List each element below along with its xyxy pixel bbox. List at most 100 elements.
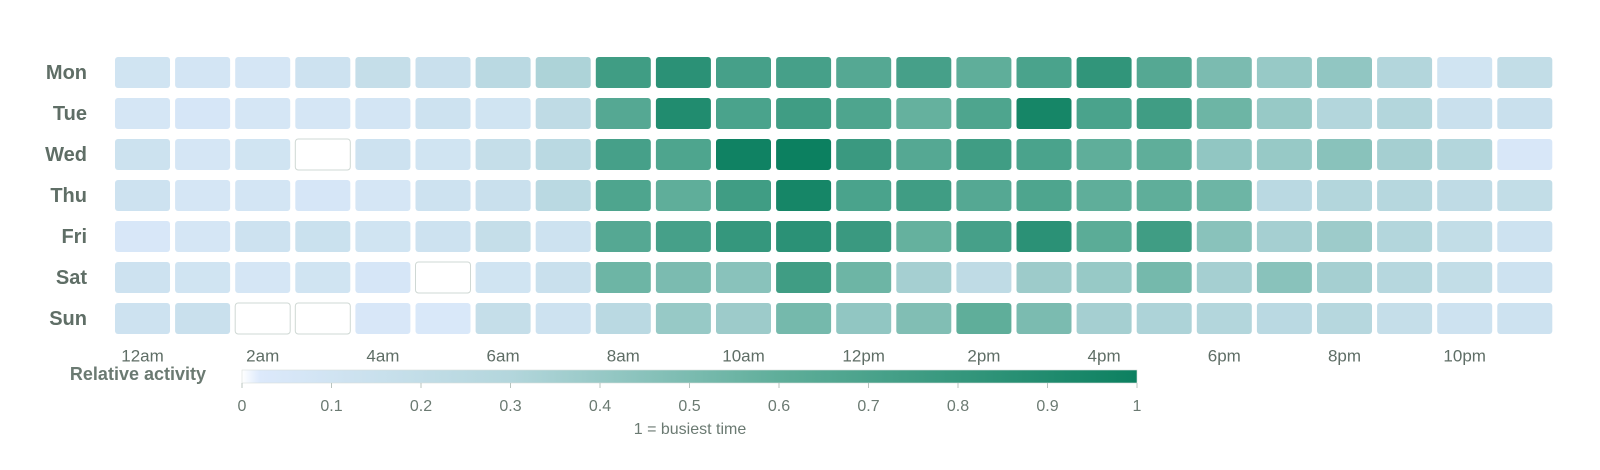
heatmap-cell bbox=[1136, 139, 1192, 170]
heatmap-cell bbox=[896, 139, 952, 170]
heatmap-cell bbox=[1256, 221, 1312, 252]
heatmap-cell bbox=[535, 57, 591, 88]
x-tick-label: 6pm bbox=[1208, 346, 1241, 365]
heatmap-cell bbox=[595, 98, 651, 129]
heatmap-cell bbox=[1016, 57, 1072, 88]
heatmap-cell bbox=[415, 303, 471, 334]
heatmap-cell bbox=[1377, 57, 1433, 88]
heatmap-cell bbox=[295, 221, 351, 252]
x-tick-label: 4pm bbox=[1088, 346, 1121, 365]
heatmap-cell bbox=[716, 180, 771, 211]
y-tick-label: Sun bbox=[49, 308, 87, 330]
heatmap-cell bbox=[535, 221, 591, 252]
heatmap-cell bbox=[1377, 221, 1433, 252]
heatmap-cell bbox=[1016, 180, 1072, 211]
heatmap-cell bbox=[355, 139, 411, 170]
heatmap-cell bbox=[235, 57, 291, 88]
heatmap-cell bbox=[1076, 180, 1132, 211]
heatmap-cell bbox=[175, 57, 231, 88]
heatmap-cell bbox=[1497, 57, 1553, 88]
heatmap-cell bbox=[295, 180, 351, 211]
heatmap-cell bbox=[115, 262, 170, 293]
heatmap-cell bbox=[1016, 98, 1072, 129]
x-tick-label: 12am bbox=[121, 346, 164, 365]
heatmap-cell bbox=[595, 303, 651, 334]
heatmap-cell bbox=[1076, 57, 1132, 88]
colorbar-tick-label: 0.5 bbox=[678, 398, 700, 415]
heatmap-cell bbox=[535, 180, 591, 211]
heatmap-cell bbox=[896, 303, 952, 334]
heatmap-cell bbox=[475, 180, 531, 211]
heatmap-cell bbox=[1497, 180, 1553, 211]
heatmap-cell bbox=[475, 221, 531, 252]
heatmap-cell bbox=[716, 221, 771, 252]
y-tick-label: Tue bbox=[53, 103, 87, 125]
heatmap-cell bbox=[716, 57, 771, 88]
heatmap-cell bbox=[1256, 262, 1312, 293]
heatmap-cell bbox=[1256, 98, 1312, 129]
heatmap-cell bbox=[1196, 221, 1252, 252]
heatmap-cell bbox=[836, 139, 892, 170]
heatmap-cell bbox=[836, 98, 892, 129]
heatmap-cell bbox=[896, 180, 952, 211]
heatmap-cell bbox=[1437, 57, 1493, 88]
heatmap-cell bbox=[1437, 139, 1493, 170]
heatmap-cell bbox=[1196, 262, 1252, 293]
heatmap-cell bbox=[1317, 262, 1372, 293]
heatmap-cell bbox=[1196, 303, 1252, 334]
heatmap-cell bbox=[1377, 262, 1433, 293]
colorbar-tick-label: 0.6 bbox=[768, 398, 790, 415]
heatmap-cell bbox=[956, 221, 1012, 252]
heatmap-cell bbox=[1437, 303, 1493, 334]
heatmap-cell bbox=[1256, 303, 1312, 334]
heatmap-cell bbox=[115, 180, 170, 211]
heatmap-cell bbox=[1497, 98, 1553, 129]
heatmap-cell bbox=[1317, 180, 1372, 211]
heatmap-cell bbox=[1196, 180, 1252, 211]
heatmap-cell bbox=[175, 262, 231, 293]
heatmap-cell bbox=[836, 57, 892, 88]
colorbar-tick-label: 0.2 bbox=[410, 398, 432, 415]
heatmap-cell bbox=[235, 221, 291, 252]
heatmap-cell bbox=[475, 98, 531, 129]
heatmap-cell bbox=[175, 180, 231, 211]
heatmap-cell bbox=[175, 221, 231, 252]
heatmap-cell bbox=[956, 180, 1012, 211]
colorbar-caption: 1 = busiest time bbox=[634, 421, 747, 438]
heatmap-cell bbox=[535, 139, 591, 170]
heatmap-cell bbox=[115, 98, 170, 129]
heatmap-cell bbox=[1196, 98, 1252, 129]
heatmap-cell bbox=[595, 180, 651, 211]
heatmap-cell bbox=[655, 221, 711, 252]
heatmap-cell bbox=[1076, 262, 1132, 293]
heatmap-cell bbox=[655, 262, 711, 293]
heatmap-cell bbox=[1377, 180, 1433, 211]
heatmap-cell bbox=[1377, 98, 1433, 129]
heatmap-cell bbox=[1016, 221, 1072, 252]
heatmap-cell bbox=[655, 180, 711, 211]
heatmap-cell bbox=[595, 262, 651, 293]
heatmap-cell bbox=[716, 262, 771, 293]
heatmap-cell bbox=[415, 180, 471, 211]
colorbar-tick-label: 1 bbox=[1133, 398, 1142, 415]
heatmap-cell bbox=[115, 303, 170, 334]
heatmap-cell bbox=[716, 139, 771, 170]
heatmap-cell bbox=[1136, 180, 1192, 211]
heatmap-cell bbox=[896, 262, 952, 293]
heatmap-cell bbox=[1016, 303, 1072, 334]
heatmap-cell bbox=[1317, 57, 1372, 88]
heatmap-cell bbox=[836, 180, 892, 211]
heatmap-cell bbox=[595, 139, 651, 170]
y-tick-label: Wed bbox=[45, 144, 87, 166]
heatmap-cell bbox=[234, 302, 291, 335]
heatmap-cell bbox=[1497, 262, 1553, 293]
heatmap-cell bbox=[1317, 98, 1372, 129]
heatmap-cell bbox=[1076, 221, 1132, 252]
heatmap-cell bbox=[1016, 139, 1072, 170]
x-tick-label: 10pm bbox=[1443, 346, 1486, 365]
heatmap-cell bbox=[475, 303, 531, 334]
heatmap-cell bbox=[776, 221, 832, 252]
heatmap-cell bbox=[1317, 303, 1372, 334]
heatmap-cell bbox=[535, 303, 591, 334]
